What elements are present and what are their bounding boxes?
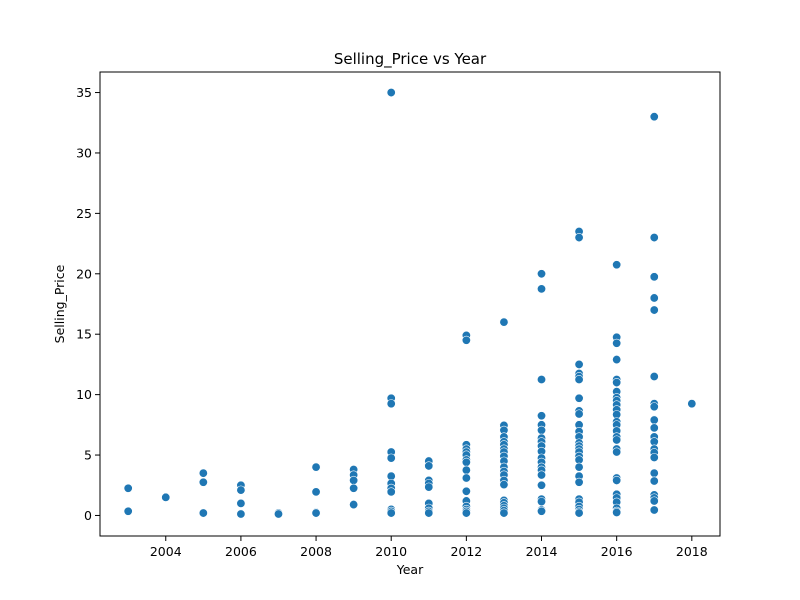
x-tick-label: 2004	[150, 544, 182, 559]
data-point	[649, 415, 659, 425]
data-point	[537, 497, 547, 507]
data-point	[461, 486, 471, 496]
x-axis-ticks: 2004 2006 2008 2010 2012 2014 2016 2018	[150, 536, 708, 559]
data-point	[649, 468, 659, 478]
points-layer	[123, 88, 697, 519]
data-point	[424, 508, 434, 518]
data-point	[649, 452, 659, 462]
data-point	[574, 409, 584, 419]
data-point	[649, 505, 659, 515]
data-point	[649, 305, 659, 315]
data-point	[649, 371, 659, 381]
data-point	[461, 473, 471, 483]
data-point	[349, 500, 359, 510]
data-point	[461, 465, 471, 475]
data-point	[537, 470, 547, 480]
data-point	[649, 233, 659, 243]
plot-area-frame	[99, 71, 721, 537]
x-tick-label: 2016	[601, 544, 633, 559]
data-point	[499, 508, 509, 518]
y-tick-label: 0	[84, 508, 92, 523]
data-point	[649, 293, 659, 303]
y-tick-label: 20	[76, 266, 92, 281]
data-point	[386, 399, 396, 409]
data-point	[461, 335, 471, 345]
data-point	[649, 112, 659, 122]
data-point	[273, 509, 283, 519]
data-point	[574, 359, 584, 369]
data-point	[537, 506, 547, 516]
data-point	[349, 483, 359, 493]
y-tick-label: 35	[76, 85, 92, 100]
data-point	[349, 475, 359, 485]
data-point	[123, 506, 133, 516]
data-point	[537, 411, 547, 421]
y-tick-label: 30	[76, 145, 92, 160]
data-point	[198, 468, 208, 478]
x-tick-label: 2006	[225, 544, 257, 559]
data-point	[311, 508, 321, 518]
data-point	[612, 378, 622, 388]
data-point	[574, 375, 584, 385]
data-point	[386, 88, 396, 98]
data-point	[537, 425, 547, 435]
data-point	[537, 284, 547, 294]
data-point	[236, 509, 246, 519]
data-point	[687, 399, 697, 409]
x-tick-label: 2012	[450, 544, 482, 559]
data-point	[461, 508, 471, 518]
data-point	[311, 487, 321, 497]
data-point	[424, 482, 434, 492]
data-point	[537, 375, 547, 385]
data-point	[236, 485, 246, 495]
data-point	[649, 272, 659, 282]
data-point	[198, 508, 208, 518]
x-tick-label: 2018	[676, 544, 708, 559]
data-point	[386, 487, 396, 497]
x-tick-label: 2010	[375, 544, 407, 559]
data-point	[499, 317, 509, 327]
data-point	[574, 477, 584, 487]
data-point	[574, 233, 584, 243]
data-point	[649, 402, 659, 412]
data-point	[424, 461, 434, 471]
data-point	[123, 483, 133, 493]
data-point	[386, 453, 396, 463]
data-point	[461, 457, 471, 467]
data-point	[649, 476, 659, 486]
y-tick-label: 25	[76, 206, 92, 221]
chart-title: Selling_Price vs Year	[334, 50, 487, 69]
data-point	[612, 507, 622, 517]
y-tick-label: 15	[76, 327, 92, 342]
data-point	[499, 480, 509, 490]
data-point	[612, 475, 622, 485]
data-point	[612, 338, 622, 348]
data-point	[537, 269, 547, 279]
data-point	[612, 447, 622, 457]
data-point	[537, 480, 547, 490]
data-point	[574, 508, 584, 518]
data-point	[649, 423, 659, 433]
y-axis-label: Selling_Price	[52, 264, 67, 343]
x-tick-label: 2008	[300, 544, 332, 559]
data-point	[161, 492, 171, 502]
data-point	[236, 498, 246, 508]
x-axis-label: Year	[396, 562, 424, 577]
data-point	[612, 435, 622, 445]
data-point	[198, 477, 208, 487]
data-point	[311, 462, 321, 472]
x-tick-label: 2014	[526, 544, 558, 559]
y-tick-label: 10	[76, 387, 92, 402]
data-point	[649, 496, 659, 506]
data-point	[612, 260, 622, 270]
data-point	[386, 508, 396, 518]
data-point	[574, 462, 584, 472]
y-tick-label: 5	[84, 448, 92, 463]
data-point	[612, 355, 622, 365]
y-axis-ticks: 0 5 10 15 20 25 30 35	[76, 85, 100, 523]
data-point	[574, 393, 584, 403]
